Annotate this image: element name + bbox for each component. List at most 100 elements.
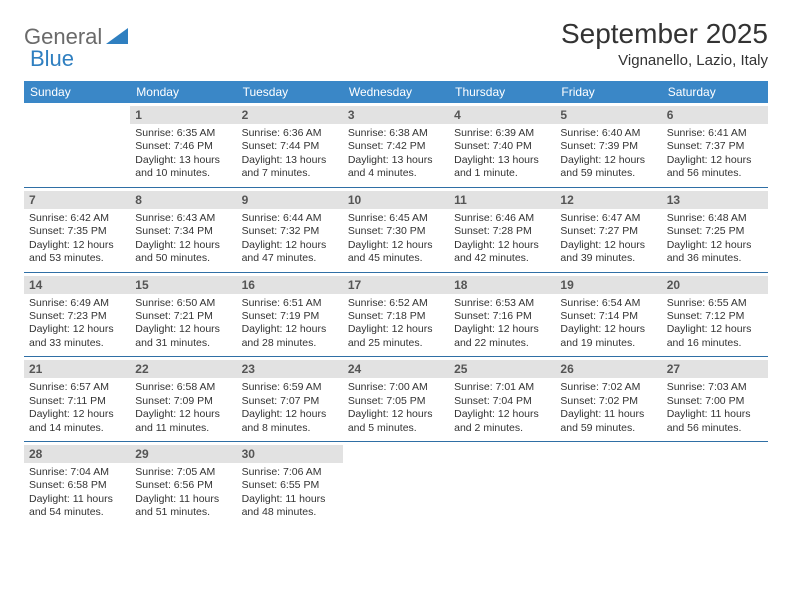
- day-cell: 19 Sunrise: 6:54 AMSunset: 7:14 PMDayligh…: [555, 273, 661, 357]
- info-line: Daylight: 12 hours: [242, 408, 338, 421]
- day-cell: 30Sunrise: 7:06 AMSunset: 6:55 PMDayligh…: [237, 442, 343, 526]
- info-line: Sunset: 7:46 PM: [135, 140, 231, 153]
- info-line: Sunrise: 6:50 AM: [135, 297, 231, 310]
- day-info: Sunrise: 6:36 AMSunset: 7:44 PMDaylight:…: [242, 127, 338, 181]
- info-line: Sunset: 7:40 PM: [454, 140, 550, 153]
- day-number: 25: [449, 360, 555, 378]
- info-line: Sunrise: 6:39 AM: [454, 127, 550, 140]
- info-line: Sunset: 7:32 PM: [242, 225, 338, 238]
- day-info: Sunrise: 7:00 AMSunset: 7:05 PMDaylight:…: [348, 381, 444, 435]
- info-line: Sunrise: 6:42 AM: [29, 212, 125, 225]
- day-cell: 14Sunrise: 6:49 AMSunset: 7:23 PMDayligh…: [24, 273, 130, 357]
- day-cell: 10 Sunrise: 6:45 AMSunset: 7:30 PMDayligh…: [343, 188, 449, 272]
- info-line: and 22 minutes.: [454, 337, 550, 350]
- day-info: Sunrise: 6:52 AMSunset: 7:18 PMDaylight:…: [348, 297, 444, 351]
- day-cell: 8Sunrise: 6:43 AMSunset: 7:34 PMDaylight…: [130, 188, 236, 272]
- day-number: 19: [555, 276, 661, 294]
- day-info: Sunrise: 6:54 AMSunset: 7:14 PMDaylight:…: [560, 297, 656, 351]
- info-line: Sunset: 7:35 PM: [29, 225, 125, 238]
- day-number: 8: [130, 191, 236, 209]
- weekday-header: Sunday Monday Tuesday Wednesday Thursday…: [24, 81, 768, 103]
- day-cell: [555, 442, 661, 526]
- info-line: Sunset: 7:28 PM: [454, 225, 550, 238]
- day-cell: 15Sunrise: 6:50 AMSunset: 7:21 PMDayligh…: [130, 273, 236, 357]
- info-line: Daylight: 12 hours: [560, 323, 656, 336]
- info-line: Sunrise: 7:06 AM: [242, 466, 338, 479]
- day-number: 17: [343, 276, 449, 294]
- info-line: and 10 minutes.: [135, 167, 231, 180]
- info-line: and 2 minutes.: [454, 422, 550, 435]
- day-cell: 12Sunrise: 6:47 AMSunset: 7:27 PMDayligh…: [555, 188, 661, 272]
- day-number: 2: [237, 106, 343, 124]
- day-info: Sunrise: 6:46 AMSunset: 7:28 PMDaylight:…: [454, 212, 550, 266]
- info-line: and 36 minutes.: [667, 252, 763, 265]
- day-cell: [343, 442, 449, 526]
- info-line: Sunset: 7:19 PM: [242, 310, 338, 323]
- info-line: and 28 minutes.: [242, 337, 338, 350]
- info-line: Sunrise: 6:49 AM: [29, 297, 125, 310]
- info-line: Daylight: 12 hours: [454, 323, 550, 336]
- info-line: Sunset: 7:27 PM: [560, 225, 656, 238]
- info-line: Sunset: 7:07 PM: [242, 395, 338, 408]
- day-number: 7: [24, 191, 130, 209]
- info-line: Sunset: 7:18 PM: [348, 310, 444, 323]
- info-line: Sunrise: 6:57 AM: [29, 381, 125, 394]
- info-line: Sunset: 7:44 PM: [242, 140, 338, 153]
- info-line: Daylight: 11 hours: [135, 493, 231, 506]
- day-info: Sunrise: 6:58 AMSunset: 7:09 PMDaylight:…: [135, 381, 231, 435]
- info-line: and 39 minutes.: [560, 252, 656, 265]
- day-info: Sunrise: 6:35 AMSunset: 7:46 PMDaylight:…: [135, 127, 231, 181]
- info-line: Daylight: 12 hours: [29, 408, 125, 421]
- day-cell: 4Sunrise: 6:39 AMSunset: 7:40 PMDaylight…: [449, 103, 555, 187]
- day-cell: 2 Sunrise: 6:36 AMSunset: 7:44 PMDaylight…: [237, 103, 343, 187]
- day-number: 28: [24, 445, 130, 463]
- info-line: Sunrise: 7:00 AM: [348, 381, 444, 394]
- info-line: Sunrise: 6:59 AM: [242, 381, 338, 394]
- day-cell: 25Sunrise: 7:01 AMSunset: 7:04 PMDayligh…: [449, 357, 555, 441]
- day-info: Sunrise: 7:05 AMSunset: 6:56 PMDaylight:…: [135, 466, 231, 520]
- day-cell: 27Sunrise: 7:03 AMSunset: 7:00 PMDayligh…: [662, 357, 768, 441]
- day-cell: 24 Sunrise: 7:00 AMSunset: 7:05 PMDayligh…: [343, 357, 449, 441]
- day-info: Sunrise: 6:53 AMSunset: 7:16 PMDaylight:…: [454, 297, 550, 351]
- day-info: Sunrise: 6:51 AMSunset: 7:19 PMDaylight:…: [242, 297, 338, 351]
- info-line: Daylight: 12 hours: [135, 408, 231, 421]
- day-info: Sunrise: 7:04 AMSunset: 6:58 PMDaylight:…: [29, 466, 125, 520]
- info-line: Sunrise: 7:03 AM: [667, 381, 763, 394]
- day-number: 16: [237, 276, 343, 294]
- info-line: Daylight: 13 hours: [454, 154, 550, 167]
- day-info: Sunrise: 6:55 AMSunset: 7:12 PMDaylight:…: [667, 297, 763, 351]
- day-cell: 16 Sunrise: 6:51 AMSunset: 7:19 PMDayligh…: [237, 273, 343, 357]
- weeks-container: 1Sunrise: 6:35 AMSunset: 7:46 PMDaylight…: [24, 103, 768, 526]
- info-line: and 14 minutes.: [29, 422, 125, 435]
- info-line: Daylight: 11 hours: [560, 408, 656, 421]
- day-number: 5: [555, 106, 661, 124]
- header: General September 2025 Vignanello, Lazio…: [24, 18, 768, 69]
- day-info: Sunrise: 7:02 AMSunset: 7:02 PMDaylight:…: [560, 381, 656, 435]
- info-line: and 59 minutes.: [560, 167, 656, 180]
- info-line: Daylight: 12 hours: [560, 154, 656, 167]
- info-line: Daylight: 13 hours: [242, 154, 338, 167]
- info-line: Sunrise: 6:35 AM: [135, 127, 231, 140]
- week-row: 1Sunrise: 6:35 AMSunset: 7:46 PMDaylight…: [24, 103, 768, 188]
- info-line: Sunset: 7:25 PM: [667, 225, 763, 238]
- day-number: 24: [343, 360, 449, 378]
- info-line: Sunrise: 7:02 AM: [560, 381, 656, 394]
- info-line: Daylight: 12 hours: [348, 323, 444, 336]
- location: Vignanello, Lazio, Italy: [561, 52, 768, 69]
- info-line: Daylight: 12 hours: [667, 323, 763, 336]
- info-line: Daylight: 12 hours: [135, 239, 231, 252]
- info-line: Sunrise: 6:47 AM: [560, 212, 656, 225]
- day-number: 15: [130, 276, 236, 294]
- day-cell: 5Sunrise: 6:40 AMSunset: 7:39 PMDaylight…: [555, 103, 661, 187]
- weekday-tue: Tuesday: [237, 81, 343, 103]
- info-line: Sunset: 6:58 PM: [29, 479, 125, 492]
- info-line: Daylight: 11 hours: [29, 493, 125, 506]
- day-number: 10: [343, 191, 449, 209]
- info-line: Sunset: 7:21 PM: [135, 310, 231, 323]
- logo-sub: Blue: [30, 46, 74, 72]
- day-info: Sunrise: 6:45 AMSunset: 7:30 PMDaylight:…: [348, 212, 444, 266]
- info-line: Sunrise: 7:05 AM: [135, 466, 231, 479]
- info-line: Sunset: 7:04 PM: [454, 395, 550, 408]
- day-number: 12: [555, 191, 661, 209]
- info-line: Sunset: 7:30 PM: [348, 225, 444, 238]
